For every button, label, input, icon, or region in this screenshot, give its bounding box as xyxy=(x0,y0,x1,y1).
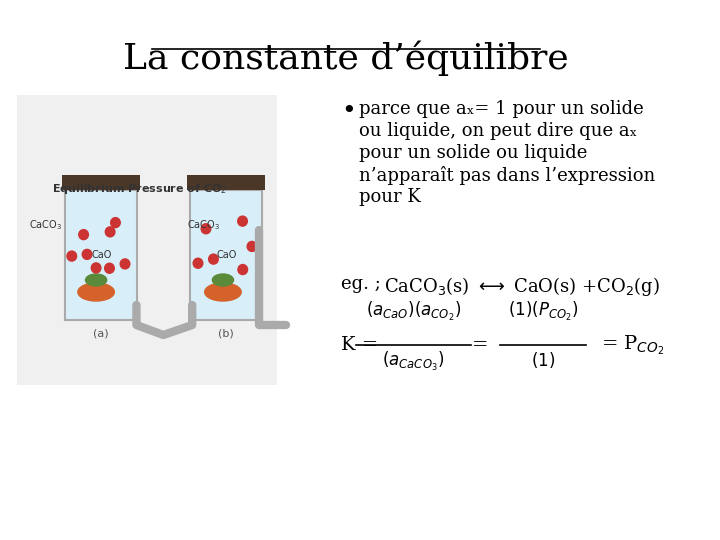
Text: =: = xyxy=(472,336,489,354)
Text: $(1)$: $(1)$ xyxy=(531,350,555,370)
Text: $(a_{CaO})(a_{CO_2})$: $(a_{CaO})(a_{CO_2})$ xyxy=(366,300,461,323)
Text: CaCO$_3$: CaCO$_3$ xyxy=(29,218,62,232)
Text: $(a_{CaCO_3})$: $(a_{CaCO_3})$ xyxy=(382,350,444,373)
Text: pour un solide ou liquide: pour un solide ou liquide xyxy=(359,144,588,162)
Text: $(1)(P_{CO_2})$: $(1)(P_{CO_2})$ xyxy=(508,300,578,323)
Text: CaO: CaO xyxy=(216,250,237,260)
Text: La constante d’équilibre: La constante d’équilibre xyxy=(123,40,569,76)
Circle shape xyxy=(247,241,257,252)
FancyBboxPatch shape xyxy=(187,175,265,190)
Circle shape xyxy=(67,251,76,261)
Text: (a): (a) xyxy=(93,328,109,338)
FancyBboxPatch shape xyxy=(17,95,276,385)
Text: parce que aₓ= 1 pour un solide: parce que aₓ= 1 pour un solide xyxy=(359,100,644,118)
Circle shape xyxy=(111,218,120,228)
Circle shape xyxy=(120,259,130,269)
Circle shape xyxy=(91,263,101,273)
Ellipse shape xyxy=(78,283,114,301)
Text: CaCO$_3$(s) $\longleftrightarrow$ CaO(s) +CO$_2$(g): CaCO$_3$(s) $\longleftrightarrow$ CaO(s)… xyxy=(384,275,660,298)
Circle shape xyxy=(238,265,248,274)
Text: pour K: pour K xyxy=(359,188,421,206)
FancyBboxPatch shape xyxy=(190,190,262,320)
Circle shape xyxy=(104,263,114,273)
Circle shape xyxy=(78,230,89,240)
Circle shape xyxy=(193,258,203,268)
FancyBboxPatch shape xyxy=(66,190,138,320)
Circle shape xyxy=(201,224,211,234)
Ellipse shape xyxy=(212,274,233,286)
Text: CaO: CaO xyxy=(91,250,112,260)
FancyBboxPatch shape xyxy=(63,175,140,190)
Text: •: • xyxy=(341,100,356,123)
Circle shape xyxy=(238,216,248,226)
Text: n’apparaît pas dans l’expression: n’apparaît pas dans l’expression xyxy=(359,166,656,185)
Text: Equilibrium Pressure of CO$_2$: Equilibrium Pressure of CO$_2$ xyxy=(52,182,227,196)
Text: ou liquide, on peut dire que aₓ: ou liquide, on peut dire que aₓ xyxy=(359,122,638,140)
Text: = P$_{CO_2}$: = P$_{CO_2}$ xyxy=(600,333,664,357)
Circle shape xyxy=(209,254,218,264)
Text: eg. ;: eg. ; xyxy=(341,275,381,293)
Text: K =: K = xyxy=(341,336,379,354)
Ellipse shape xyxy=(86,274,107,286)
Text: CaCO$_3$: CaCO$_3$ xyxy=(187,218,220,232)
Circle shape xyxy=(82,249,92,259)
Text: (b): (b) xyxy=(218,328,234,338)
Circle shape xyxy=(105,227,115,237)
Ellipse shape xyxy=(204,283,241,301)
